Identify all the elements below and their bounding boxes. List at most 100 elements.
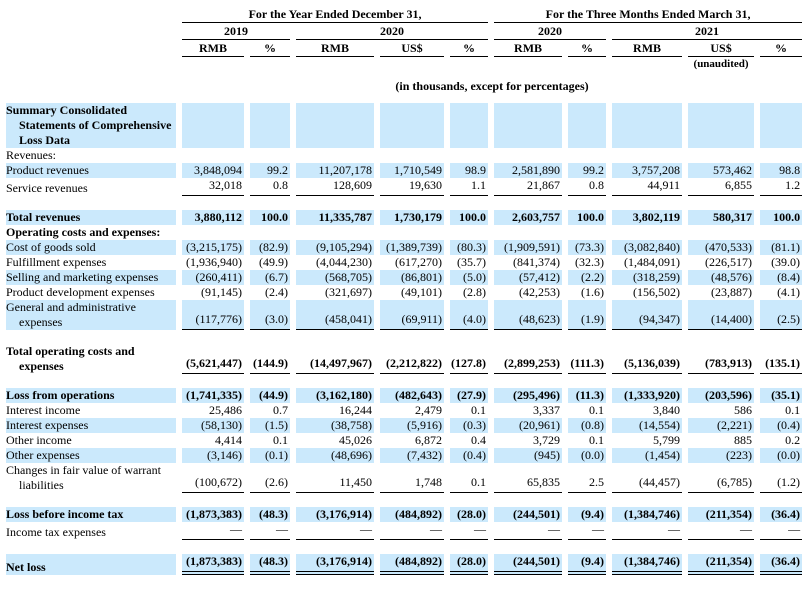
cell-value: — xyxy=(760,522,803,540)
row-label-line: Loss from operations xyxy=(6,388,115,402)
cell-value: (2,899,253) xyxy=(494,344,563,374)
cell-value: (3,176,914) xyxy=(296,554,374,575)
cell-value xyxy=(296,103,374,148)
cell-value: 0.1 xyxy=(785,403,801,417)
cell-value: — xyxy=(380,522,444,540)
cell-value: 100.0 xyxy=(459,210,487,224)
cell-value: 11,207,178 xyxy=(318,163,372,177)
cell-value: 0.8 xyxy=(250,178,290,196)
cell-value: (470,533) xyxy=(705,240,753,254)
cell-value: (260,411) xyxy=(195,270,242,284)
cell-value xyxy=(250,103,290,148)
cell-value: (80.3) xyxy=(457,240,487,254)
cell-value: 65,835 xyxy=(494,463,563,493)
units-note: (in thousands, except for percentages) xyxy=(395,79,589,93)
cell-value: (28.0) xyxy=(450,554,489,575)
cell-value: 3,729 xyxy=(533,433,561,447)
cell-value: 99.2 xyxy=(267,163,288,177)
spacer-cell xyxy=(6,374,802,388)
cell-value: (48,623) xyxy=(494,300,563,330)
header-group-annual: For the Year Ended December 31, xyxy=(182,6,489,23)
table-row: Total operating costs and expenses (5,621,… xyxy=(6,344,803,374)
cell-value: 128,609 xyxy=(296,178,374,196)
row-label-line: liabilities xyxy=(19,478,64,492)
cell-value: (6.7) xyxy=(265,270,288,284)
cell-value xyxy=(760,225,802,240)
cell-value: 885 xyxy=(734,433,753,447)
table-row: Loss before income tax (1,873,383) (48.3) (… xyxy=(6,507,803,522)
year-label-2021-q: 2021 xyxy=(612,23,803,40)
row-label: Loss from operations xyxy=(6,388,176,403)
header-spacer xyxy=(6,23,176,40)
cell-value: (1.6) xyxy=(581,285,605,299)
column-header-rmb: RMB xyxy=(494,40,563,57)
cell-value: (484,892) xyxy=(380,554,444,575)
cell-value: (1,454) xyxy=(645,448,681,462)
cell-value: (23,887) xyxy=(711,285,753,299)
row-label: Fulfillment expenses xyxy=(6,255,176,270)
row-label-line: expenses xyxy=(19,359,64,373)
cell-value: 6,872 xyxy=(415,433,442,447)
table-row: Income tax expenses — — — — — — — — — — xyxy=(6,522,803,540)
cell-value: 1,730,179 xyxy=(394,210,442,224)
cell-value: (57,412) xyxy=(519,270,561,284)
row-label-line: Product revenues xyxy=(6,163,89,177)
cell-value xyxy=(380,103,444,148)
row-label-line: Statements of Comprehensive xyxy=(19,118,172,132)
row-label: Total revenues xyxy=(6,210,176,225)
row-label: Other income xyxy=(6,433,176,448)
cell-value: 6,855 xyxy=(688,178,755,196)
cell-value: (32.3) xyxy=(575,255,605,269)
cell-value xyxy=(688,225,754,240)
cell-value: 1,748 xyxy=(380,463,444,493)
row-label-line: Total operating costs and xyxy=(6,344,135,358)
cell-value: (86,801) xyxy=(401,270,442,284)
row-label: Selling and marketing expenses xyxy=(6,270,176,285)
year-label-2020: 2020 xyxy=(296,23,489,40)
cell-value: (48.3) xyxy=(259,507,288,521)
cell-value: 100.0 xyxy=(261,210,288,224)
cell-value: 1.1 xyxy=(450,178,489,196)
column-header-pct: % xyxy=(450,40,489,57)
column-header-rmb: RMB xyxy=(612,40,683,57)
cell-value: (617,270) xyxy=(395,255,442,269)
column-header-usd: US$ xyxy=(380,40,444,57)
cell-value: 586 xyxy=(734,403,753,417)
cell-value: (6,785) xyxy=(688,463,755,493)
row-label-line: Cost of goods sold xyxy=(6,240,96,254)
header-spacer xyxy=(760,57,802,72)
cell-value: (28.0) xyxy=(457,507,487,521)
cell-value: (8.4) xyxy=(777,270,801,284)
table-row: Interest income 25,486 0.7 16,244 2,479 0.1 3,… xyxy=(6,403,802,418)
cell-value: (1,936,940) xyxy=(186,255,242,269)
row-label-line: Revenues: xyxy=(6,148,56,162)
cell-value: (458,041) xyxy=(296,300,374,330)
row-label-line: Interest expenses xyxy=(6,418,89,432)
spacer-row xyxy=(6,493,802,507)
cell-value: 0.1 xyxy=(589,433,605,447)
cell-value: (244,501) xyxy=(513,507,561,521)
row-label: Summary Consolidated Statements of Compre… xyxy=(6,103,176,148)
cell-value: 100.0 xyxy=(773,210,801,224)
cell-value: 98.8 xyxy=(779,163,801,177)
table-header: For the Year Ended December 31, For the … xyxy=(6,6,803,103)
cell-value: (1,384,746) xyxy=(612,554,683,575)
cell-value: (2,212,822) xyxy=(380,344,444,374)
cell-value xyxy=(380,225,444,240)
row-label: Interest expenses xyxy=(6,418,176,433)
cell-value: 3,880,112 xyxy=(194,210,242,224)
table-row: Changes in fair value of warrant liabilit… xyxy=(6,463,803,493)
cell-value xyxy=(182,103,244,148)
cell-value: (144.9) xyxy=(250,344,290,374)
cell-value xyxy=(182,225,244,240)
cell-value: (11.3) xyxy=(575,388,605,402)
header-spacer xyxy=(6,72,176,103)
cell-value: (3,082,840) xyxy=(624,240,681,254)
cell-value: (14,554) xyxy=(639,418,681,432)
cell-value: 3,757,208 xyxy=(632,163,681,177)
cell-value: (211,354) xyxy=(688,554,755,575)
cell-value xyxy=(568,225,606,240)
cell-value: 25,486 xyxy=(209,403,242,417)
row-label-line: Other income xyxy=(6,433,72,447)
cell-value: (2.6) xyxy=(250,463,290,493)
